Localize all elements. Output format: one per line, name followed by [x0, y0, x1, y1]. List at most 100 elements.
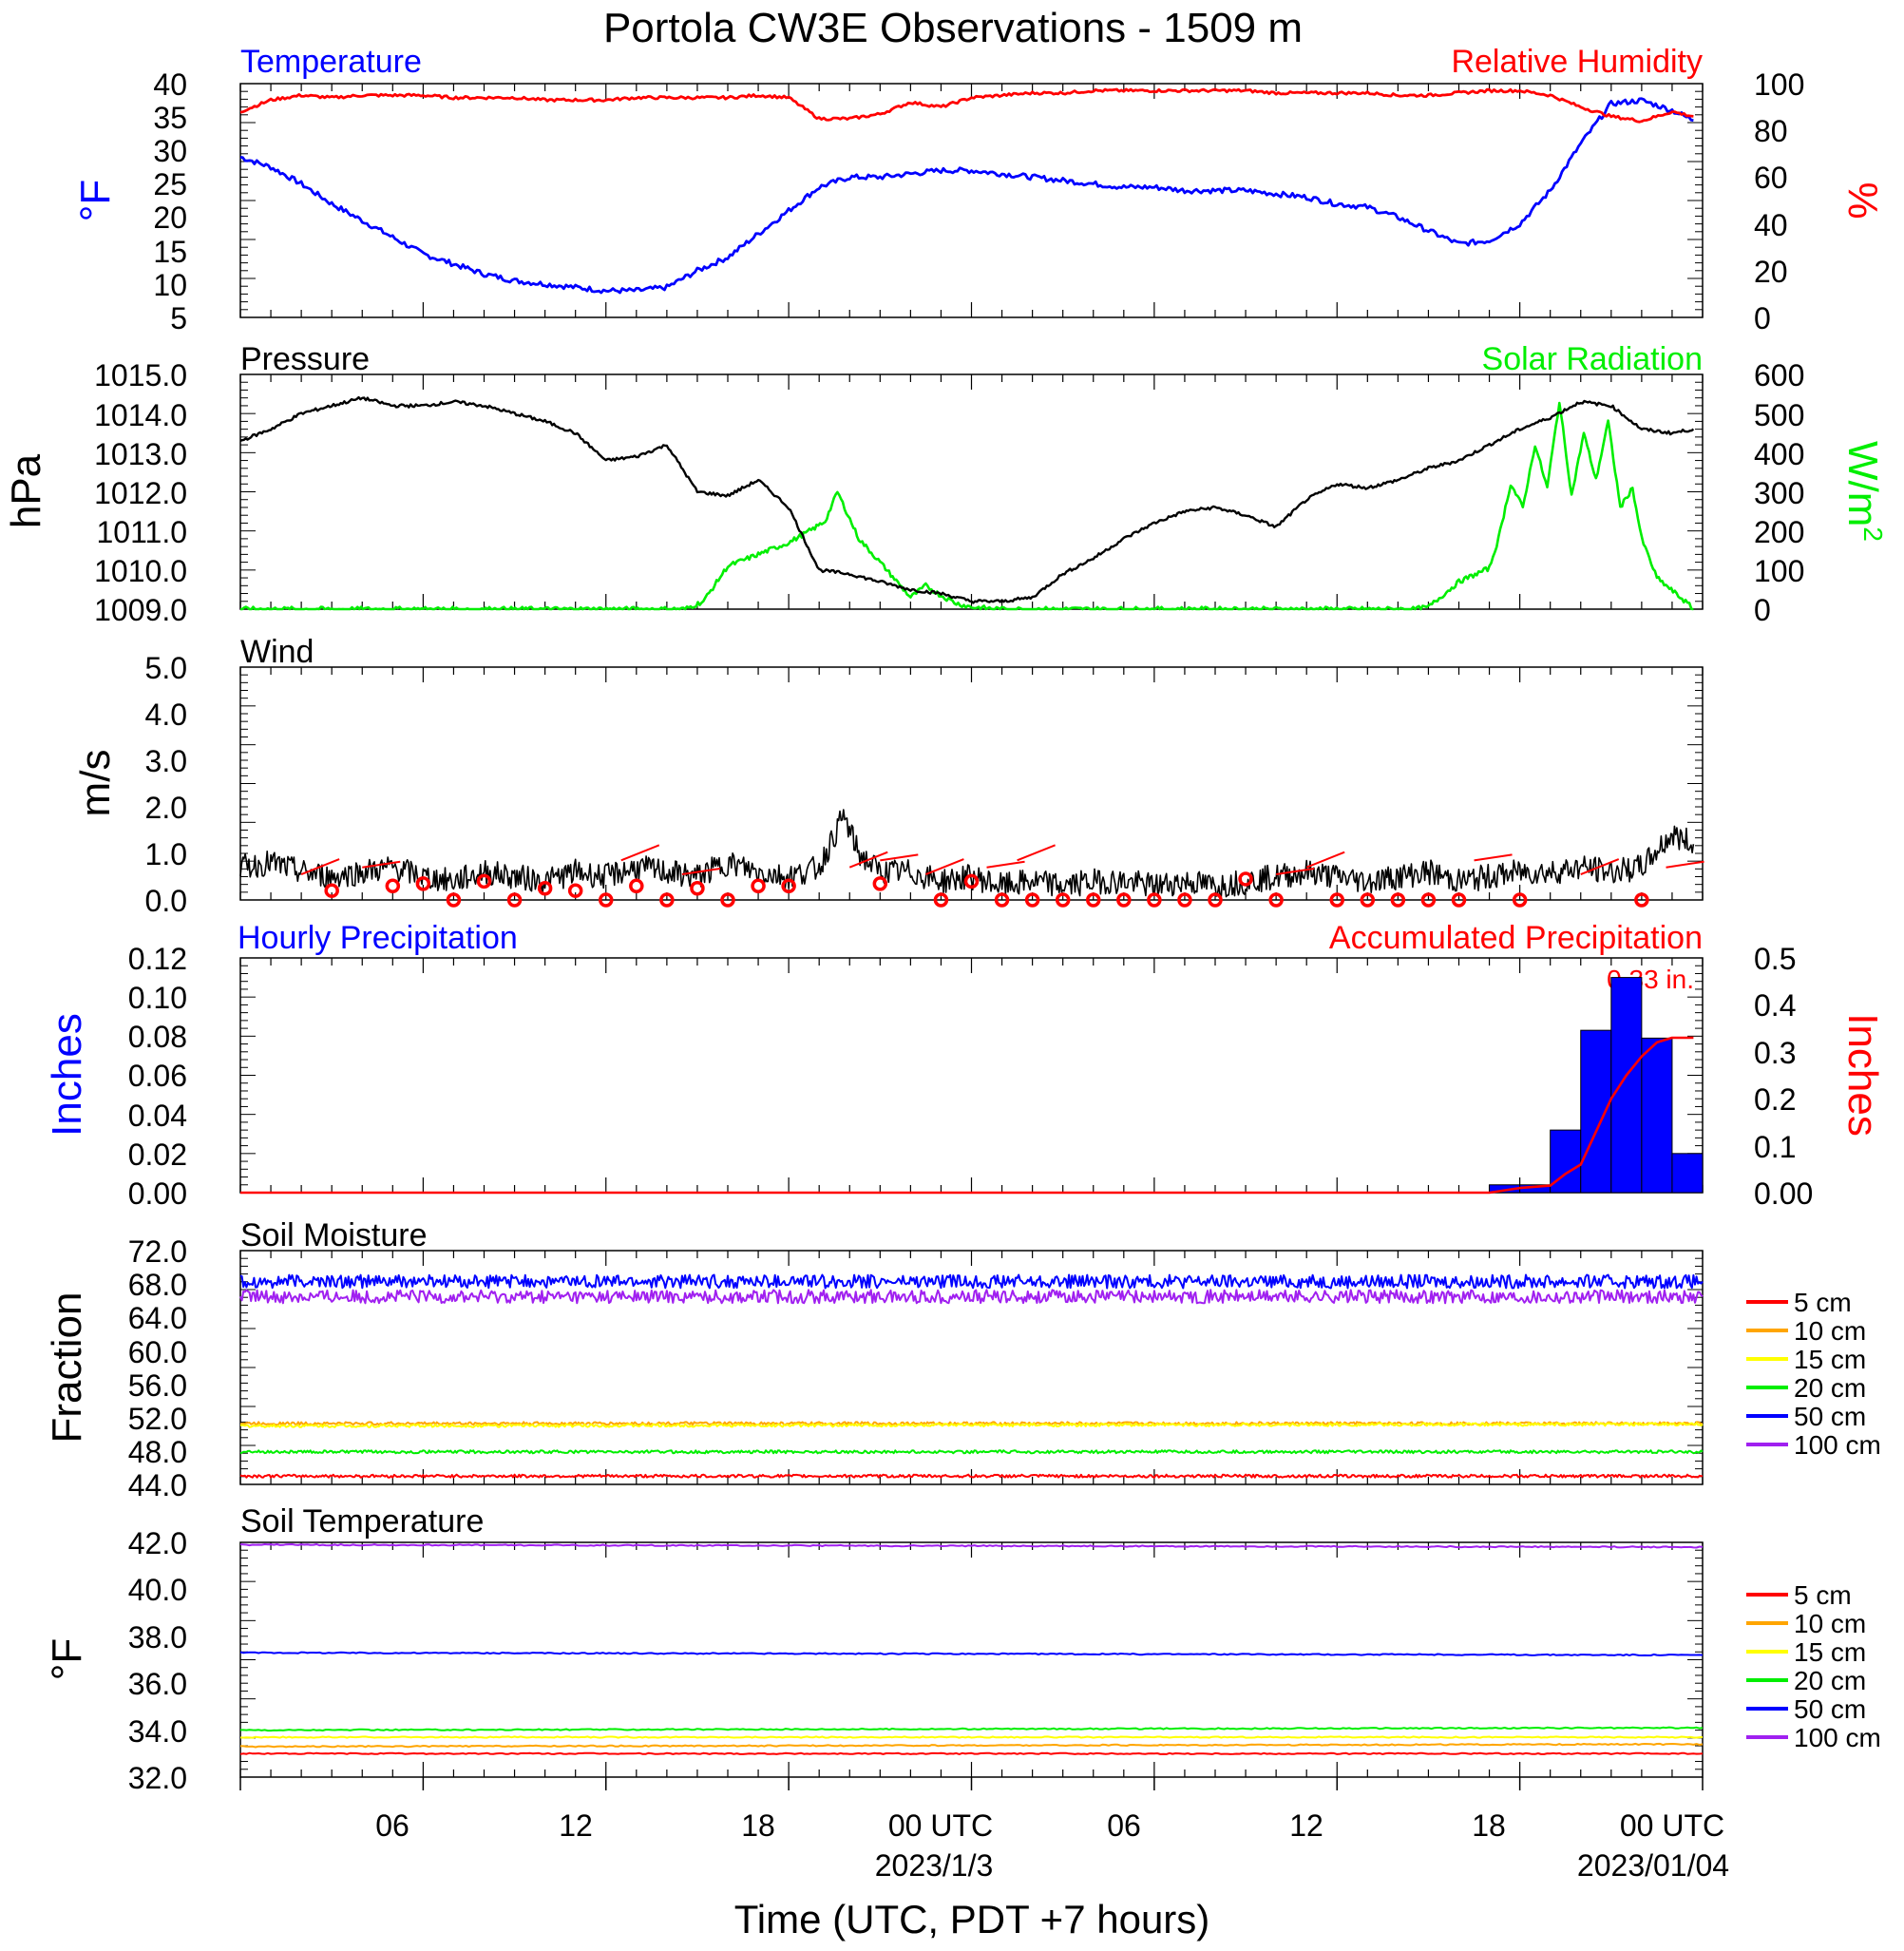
y-tick-label: 0 [1754, 301, 1771, 335]
wind-calm-marker [963, 873, 980, 889]
wind-calm-marker [1086, 892, 1101, 908]
wind-calm-marker [1177, 892, 1192, 908]
legend-label: 15 cm [1794, 1637, 1866, 1667]
y-ticks-right: 0 100 200 300 400 500 600 [1754, 358, 1804, 627]
y-tick-label: 400 [1754, 437, 1804, 471]
y-tick-label: 44.0 [128, 1468, 187, 1502]
x-axis-label: Time (UTC, PDT +7 hours) [734, 1897, 1210, 1941]
y-tick-label: 300 [1754, 476, 1804, 510]
y-ticks-left: 5 10 15 20 25 30 35 40 [153, 67, 187, 335]
wind-barb [362, 860, 401, 869]
y-axis-label-right: W/m2 [1839, 441, 1888, 542]
wind-calm-marker [751, 878, 766, 894]
panel-title-left: Temperature [240, 44, 422, 80]
y-ticks-left: 1009.0 1010.0 1011.0 1012.0 1013.0 1014.… [94, 358, 187, 627]
y-axis-label: Fraction [44, 1292, 90, 1444]
wind-calm-marker [1116, 892, 1132, 908]
legend-label: 100 cm [1794, 1430, 1881, 1460]
series-line-soil-moisture [239, 1273, 1704, 1290]
series-line-solar-radiation [240, 401, 1694, 611]
y-tick-label: 64.0 [128, 1301, 187, 1335]
y-tick-label: 5.0 [145, 651, 187, 685]
y-tick-label: 0.4 [1754, 988, 1796, 1023]
y-tick-label: 80 [1754, 114, 1788, 148]
y-tick-label: 52.0 [128, 1402, 187, 1436]
y-ticks-left: 0.0 1.0 2.0 3.0 4.0 5.0 [145, 651, 187, 918]
wind-calm-marker [690, 881, 705, 896]
precip-bar [1641, 1037, 1673, 1194]
legend-soil-temperature: 5 cm 10 cm 15 cm 20 cm 50 cm 100 cm [1746, 1580, 1881, 1752]
y-axis-label-right-base: W/m [1839, 441, 1886, 526]
y-tick-label: 1013.0 [94, 437, 187, 471]
y-tick-label: 30 [153, 134, 187, 168]
y-ticks-left: 44.0 48.0 52.0 56.0 60.0 64.0 68.0 72.0 [128, 1234, 187, 1502]
y-tick-label: 48.0 [128, 1435, 187, 1469]
y-axis-label-right: Inches [1839, 1013, 1886, 1137]
wind-calm-marker [1268, 892, 1284, 908]
y-axis-label-left: Inches [44, 1013, 90, 1137]
wind-calm-marker [1055, 892, 1071, 908]
wind-calm-marker [629, 878, 644, 894]
y-tick-label: 0.12 [128, 942, 187, 976]
y-ticks-right: 0.00 0.1 0.2 0.3 0.4 0.5 [1754, 942, 1813, 1211]
panel-title: Soil Temperature [240, 1503, 484, 1540]
series-line-soil-temperature [240, 1726, 1704, 1732]
y-tick-label: 0.00 [1754, 1176, 1813, 1211]
wind-barb [986, 860, 1025, 869]
y-tick-label: 68.0 [128, 1268, 187, 1302]
wind-calm-marker [994, 892, 1010, 908]
wind-calm-marker [872, 876, 888, 891]
panel-soil-moisture: Soil Moisture Fraction 44.0 48.0 52.0 56… [44, 1217, 1881, 1502]
series-line-soil-moisture [239, 1422, 1704, 1428]
wind-calm-marker [415, 876, 431, 891]
x-tick-label: 18 [741, 1808, 775, 1843]
y-axis-label-right-sup: 2 [1858, 526, 1888, 542]
y-axis-label: °F [44, 1638, 90, 1680]
date-label: 2023/1/3 [875, 1848, 994, 1883]
wind-calm-marker [476, 873, 492, 889]
series-line-pressure [239, 395, 1695, 604]
wind-calm-marker [1390, 892, 1406, 908]
y-tick-label: 32.0 [128, 1761, 187, 1795]
y-axis-label: m/s [72, 750, 119, 817]
wind-calm-marker [659, 892, 675, 908]
y-tick-label: 1009.0 [94, 593, 187, 627]
wind-calm-marker [781, 878, 796, 894]
wind-barb [848, 851, 888, 869]
y-tick-label: 5 [170, 301, 187, 335]
wind-calm-marker [1238, 871, 1253, 887]
wind-calm-marker [1208, 892, 1223, 908]
panel-title-right: Accumulated Precipitation [1329, 920, 1703, 956]
y-tick-label: 0.1 [1754, 1130, 1796, 1164]
y-tick-label: 3.0 [145, 744, 187, 778]
y-tick-label: 500 [1754, 398, 1804, 432]
y-tick-label: 60.0 [128, 1335, 187, 1369]
y-tick-label: 200 [1754, 515, 1804, 549]
wind-calm-marker [1024, 892, 1040, 908]
y-axis-label-left: °F [72, 180, 119, 221]
wind-calm-marker [720, 892, 735, 908]
y-tick-label: 40.0 [128, 1573, 187, 1607]
wind-barb [1474, 853, 1513, 862]
y-tick-label: 1014.0 [94, 398, 187, 432]
x-axis: 06 12 18 00 UTC 06 12 18 00 UTC 2023/1/3… [375, 1808, 1729, 1941]
legend-label: 100 cm [1794, 1723, 1881, 1752]
y-tick-label: 0.02 [128, 1138, 187, 1172]
y-axis-label-right: % [1839, 182, 1886, 219]
y-tick-label: 1012.0 [94, 476, 187, 510]
y-ticks-left: 0.00 0.02 0.04 0.06 0.08 0.10 0.12 [128, 942, 187, 1211]
legend-label: 10 cm [1794, 1316, 1866, 1346]
legend-label: 5 cm [1794, 1580, 1852, 1610]
x-tick-label: 12 [559, 1808, 593, 1843]
wind-calm-marker [599, 892, 614, 908]
y-tick-label: 0 [1754, 593, 1771, 627]
x-tick-label: 00 UTC [1620, 1808, 1724, 1843]
y-tick-label: 0.5 [1754, 942, 1796, 976]
legend-label: 20 cm [1794, 1373, 1866, 1403]
series-line-soil-moisture [239, 1473, 1704, 1479]
x-tick-label: 06 [1107, 1808, 1141, 1843]
wind-barb [1305, 851, 1345, 869]
y-tick-label: 72.0 [128, 1234, 187, 1269]
precip-bar [1610, 977, 1643, 1194]
legend-soil-moisture: 5 cm 10 cm 15 cm 20 cm 50 cm 100 cm [1746, 1288, 1881, 1460]
